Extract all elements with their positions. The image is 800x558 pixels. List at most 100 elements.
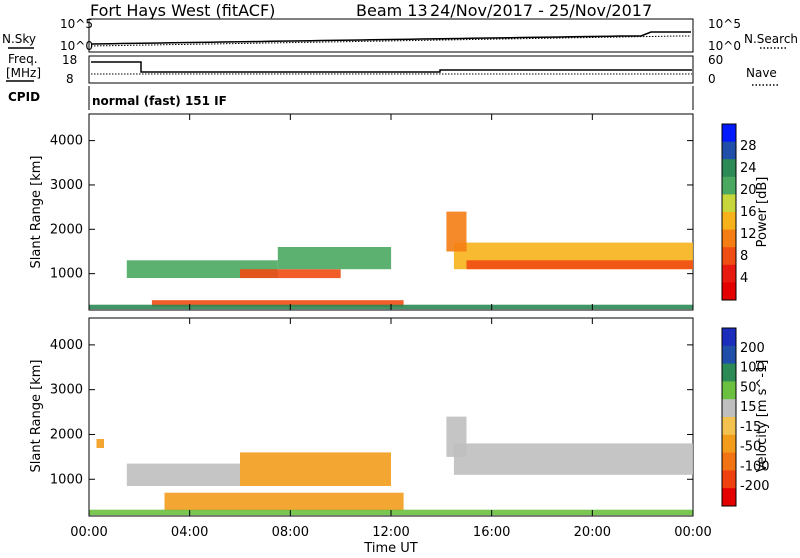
velocity-data-layer [89, 416, 693, 516]
velocity-colorbar-label: -100 [740, 459, 770, 474]
freq-tick-bottom: 8 [66, 72, 74, 86]
velocity-colorbar-label: 50 [740, 380, 757, 395]
power-region-6 [466, 260, 693, 270]
nsky-trace [90, 31, 691, 45]
station-title: Fort Hays West (fitACF) [90, 1, 275, 20]
velocity-colorbar-frame [721, 327, 737, 507]
xtick-label: 04:00 [171, 525, 208, 540]
power-colorbar-frame [721, 123, 737, 301]
velocity-colorbar-swatch [722, 417, 736, 436]
velocity-colorbar-label: -50 [740, 440, 761, 455]
power-colorbar-label: 8 [740, 249, 748, 264]
power-colorbar-label: 12 [740, 227, 757, 242]
velocity-colorbar-swatch [722, 328, 736, 347]
power-colorbar-swatch [722, 194, 736, 213]
velocity-region-4 [453, 443, 693, 475]
velocity-colorbar-swatch [722, 399, 736, 418]
power-colorbar-label: 4 [740, 271, 748, 286]
velocity-region-0 [126, 463, 241, 486]
velocity-colorbar-swatch [722, 470, 736, 489]
nsky-panel-frame [88, 18, 694, 53]
velocity-colorbar-swatch [722, 363, 736, 382]
velocity-x-axis: 00:00 04:00 08:00 12:00 16:00 20:00 00:00 [70, 114, 712, 540]
velocity-colorbar-swatch [722, 345, 736, 365]
freq-trace [91, 61, 692, 73]
power-colorbar-swatch [722, 282, 736, 301]
power-colorbar-label: 28 [740, 139, 757, 154]
cpid-label: CPID [8, 90, 40, 104]
xtick-label: 16:00 [473, 525, 510, 540]
power-colorbar-label: 24 [740, 161, 757, 176]
velocity-y-axis-title: Slant Range [km] [29, 360, 44, 473]
velocity-region-5 [446, 416, 467, 457]
nsky-tick-bottom: 10^0 [60, 39, 93, 53]
power-ytick-label: 3000 [50, 178, 83, 193]
power-colorbar-swatch [722, 212, 736, 231]
velocity-panel: 4000 3000 2000 1000 00:00 04:00 08:00 12:00 16:… [29, 114, 712, 556]
power-y-axis-title: Slant Range [km] [29, 156, 44, 269]
nave-label: Nave [746, 66, 777, 80]
power-ytick-label: 2000 [50, 222, 83, 237]
nsky-label: N.Sky [2, 32, 36, 46]
nsky-tick-top: 10^5 [60, 17, 93, 31]
nsearch-tick-bottom: 10^0 [708, 39, 741, 53]
power-panel-frame [88, 113, 694, 311]
velocity-ytick-label: 4000 [50, 338, 83, 353]
power-colorbar-swatch [722, 229, 736, 248]
nsearch-trace [90, 35, 691, 47]
power-ytick-label: 4000 [50, 134, 83, 149]
power-region-3 [151, 300, 404, 307]
power-colorbar-title: Power [dB] [755, 177, 770, 248]
nave-tick-bottom: 0 [708, 72, 716, 86]
velocity-colorbar-label: 15 [740, 400, 757, 415]
power-colorbar-swatch [722, 247, 736, 266]
velocity-colorbar-swatch [722, 452, 736, 471]
power-colorbar-swatch [722, 159, 736, 178]
power-colorbar-swatch [722, 264, 736, 283]
velocity-colorbar-title: Velocity [m s^-1] [755, 360, 770, 473]
velocity-colorbar-swatch [722, 434, 736, 454]
power-y-axis: 4000 3000 2000 1000 [50, 134, 693, 282]
velocity-ytick-label: 2000 [50, 427, 83, 442]
power-colorbar-swatch [722, 141, 736, 160]
freq-label-line2: [MHz] [6, 66, 41, 80]
power-ytick-label: 1000 [50, 267, 83, 282]
nsearch-tick-top: 10^5 [708, 17, 741, 31]
velocity-colorbar-swatch [722, 488, 736, 507]
velocity-region-2 [164, 492, 404, 511]
cpid-text: normal (fast) 151 IF [92, 94, 227, 108]
power-colorbar-label: 16 [740, 205, 757, 220]
power-region-2 [277, 247, 392, 270]
power-colorbar: 28 24 20 16 12 8 4 [721, 123, 757, 301]
power-colorbar-label: 20 [740, 183, 757, 198]
nsearch-label: N.Search [744, 32, 798, 46]
velocity-region-6 [96, 439, 104, 448]
x-axis-title: Time UT [363, 541, 417, 554]
velocity-ytick-label: 1000 [50, 472, 83, 487]
velocity-colorbar-label: -200 [740, 479, 770, 494]
xtick-label: 08:00 [272, 525, 309, 540]
power-region-1 [240, 269, 341, 279]
velocity-colorbar: 200 100 50 15 -15 -50 -100 -200 [721, 327, 770, 507]
xtick-label: 12:00 [372, 525, 409, 540]
velocity-region-1 [240, 452, 391, 486]
power-panel: 4000 3000 2000 1000 Slant Range [km] [29, 113, 694, 311]
velocity-colorbar-swatch [722, 381, 736, 400]
xtick-label: 00:00 [70, 525, 107, 540]
power-region-7 [446, 211, 467, 252]
power-colorbar-swatch [722, 124, 736, 143]
power-colorbar-swatch [722, 176, 736, 195]
xtick-label: 20:00 [574, 525, 611, 540]
nave-tick-top: 60 [708, 53, 723, 67]
velocity-colorbar-label: 200 [740, 341, 765, 356]
velocity-y-axis: 4000 3000 2000 1000 [50, 338, 693, 487]
freq-tick-top: 18 [62, 53, 77, 67]
date-range-label: 24/Nov/2017 - 25/Nov/2017 [430, 1, 652, 20]
velocity-colorbar-label: 100 [740, 361, 765, 376]
power-data-layer [89, 211, 693, 310]
velocity-ytick-label: 3000 [50, 383, 83, 398]
xtick-label: 00:00 [674, 525, 711, 540]
freq-label-line1: Freq. [8, 52, 38, 66]
velocity-panel-frame [88, 317, 694, 517]
